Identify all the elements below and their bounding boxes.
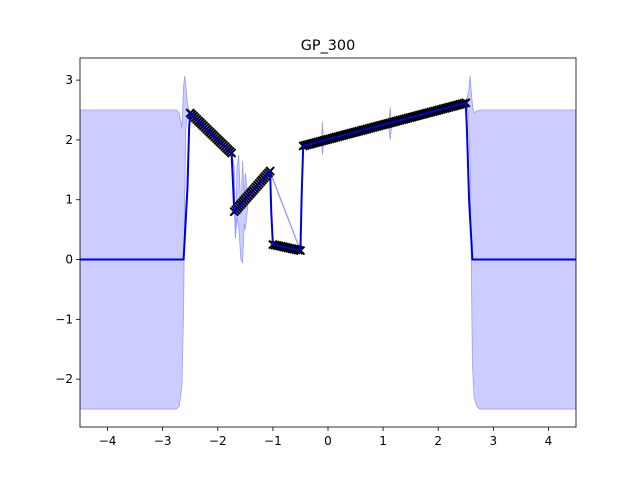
x-tick-label: 3 [490, 434, 498, 448]
mean-line [80, 101, 576, 261]
x-tick-label: −1 [264, 434, 282, 448]
x-tick-label: −4 [99, 434, 117, 448]
y-tick-label: 2 [65, 133, 73, 147]
y-tick-label: 1 [65, 193, 73, 207]
x-tick-label: −2 [209, 434, 227, 448]
x-tick-label: 1 [379, 434, 387, 448]
x-axis: −4 −3 −2 −1 0 1 2 3 4 [99, 427, 553, 448]
y-tick-label: 3 [65, 73, 73, 87]
x-tick-label: 2 [434, 434, 442, 448]
chart-title: GP_300 [301, 38, 356, 54]
y-tick-label: −1 [55, 312, 73, 326]
x-tick-label: 0 [324, 434, 332, 448]
x-tick-label: −3 [154, 434, 172, 448]
y-tick-label: 0 [65, 253, 73, 267]
y-axis: −2 −1 0 1 2 3 [55, 73, 80, 386]
y-tick-label: −2 [55, 372, 73, 386]
plot-area [80, 75, 576, 410]
x-tick-label: 4 [545, 434, 553, 448]
confidence-band [80, 75, 576, 410]
